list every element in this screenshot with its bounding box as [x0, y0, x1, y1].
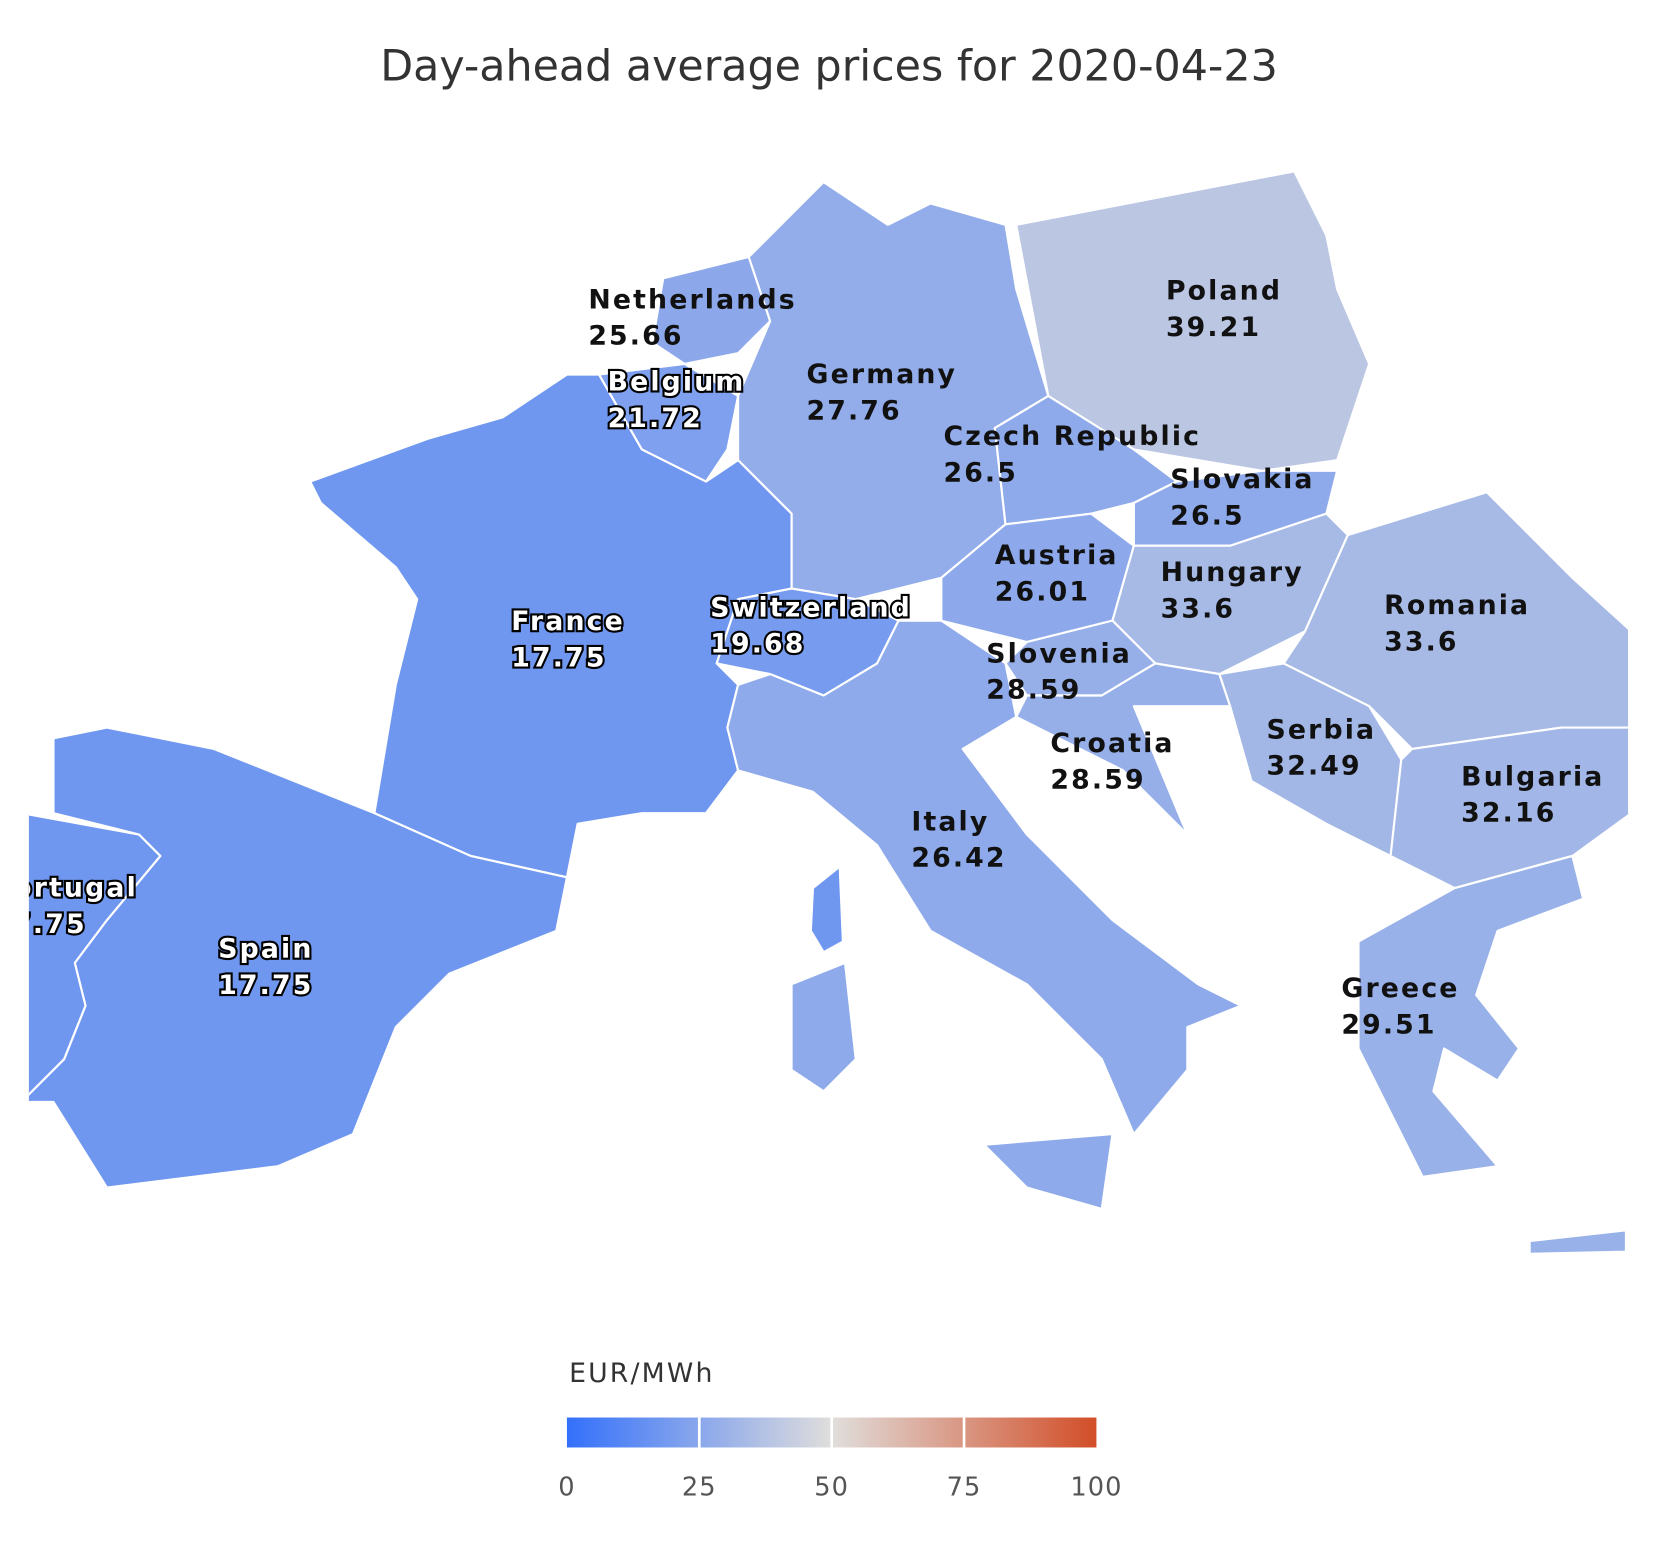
country-value: 26.01 — [995, 576, 1090, 607]
country-value: 17.75 — [0, 909, 87, 940]
country-value: 21.72 — [608, 403, 703, 434]
country-shape — [1389, 726, 1629, 890]
country-shape — [1528, 1229, 1627, 1255]
colorbar-tick-label: 25 — [682, 1473, 717, 1503]
country-value: 32.16 — [1461, 798, 1556, 829]
country-value: 26.5 — [1170, 500, 1245, 531]
colorbar-tick-label: 75 — [947, 1473, 982, 1503]
country-name: Slovakia — [1170, 464, 1314, 495]
country-value: 19.68 — [710, 629, 805, 660]
country-value: 28.59 — [986, 675, 1081, 706]
country-value: 39.21 — [1166, 312, 1261, 343]
country-shape — [809, 865, 844, 954]
country-name: Austria — [995, 540, 1119, 571]
country-value: 32.49 — [1266, 751, 1361, 782]
country-shape — [983, 1132, 1114, 1211]
country-shape — [1015, 662, 1232, 836]
country-name: Bulgaria — [1461, 761, 1604, 792]
country-name: Hungary — [1161, 557, 1304, 588]
country-name: Belgium — [608, 367, 746, 398]
country-name: Greece — [1341, 973, 1459, 1004]
country-shape — [726, 619, 1242, 1136]
country-name: Serbia — [1266, 714, 1376, 745]
country-value: 29.51 — [1341, 1010, 1436, 1041]
country-value: 33.6 — [1384, 627, 1459, 658]
country-shape — [28, 726, 568, 1189]
country-name: Netherlands — [588, 284, 796, 315]
country-name: Germany — [807, 359, 958, 390]
country-shape — [1357, 854, 1585, 1178]
chart-title: Day-ahead average prices for 2020-04-23 — [380, 41, 1278, 91]
colorbar-tick-label: 0 — [558, 1473, 575, 1503]
country-name: Poland — [1166, 276, 1282, 307]
colorbar-title: EUR/MWh — [569, 1358, 714, 1389]
country-name: Switzerland — [710, 592, 912, 623]
country-name: Czech Republic — [943, 421, 1201, 452]
country-value: 26.5 — [943, 458, 1018, 489]
colorbar-tick-label: 50 — [814, 1473, 849, 1503]
country-name: France — [511, 606, 625, 637]
country-value: 28.59 — [1050, 765, 1145, 796]
country-value: 17.75 — [218, 970, 313, 1001]
country-value: 25.66 — [588, 321, 683, 352]
country-value: 17.75 — [511, 643, 606, 674]
country-name: Portugal — [0, 873, 138, 904]
country-shape — [790, 961, 857, 1093]
map-labels: Netherlands 25.66 Belgium 21.72 Germany 27.76… — [0, 276, 1604, 1041]
country-name: Spain — [218, 934, 313, 965]
map — [28, 170, 1629, 1255]
country-name: Italy — [911, 806, 989, 837]
country-value: 26.42 — [911, 843, 1006, 874]
country-value: 33.6 — [1161, 593, 1236, 624]
country-name: Croatia — [1050, 728, 1174, 759]
colorbar-tick-label: 100 — [1070, 1473, 1122, 1503]
country-name: Romania — [1384, 590, 1530, 621]
colorbar: 0 25 50 75 100 — [558, 1417, 1122, 1503]
country-name: Slovenia — [986, 638, 1132, 669]
country-value: 27.76 — [807, 396, 902, 427]
